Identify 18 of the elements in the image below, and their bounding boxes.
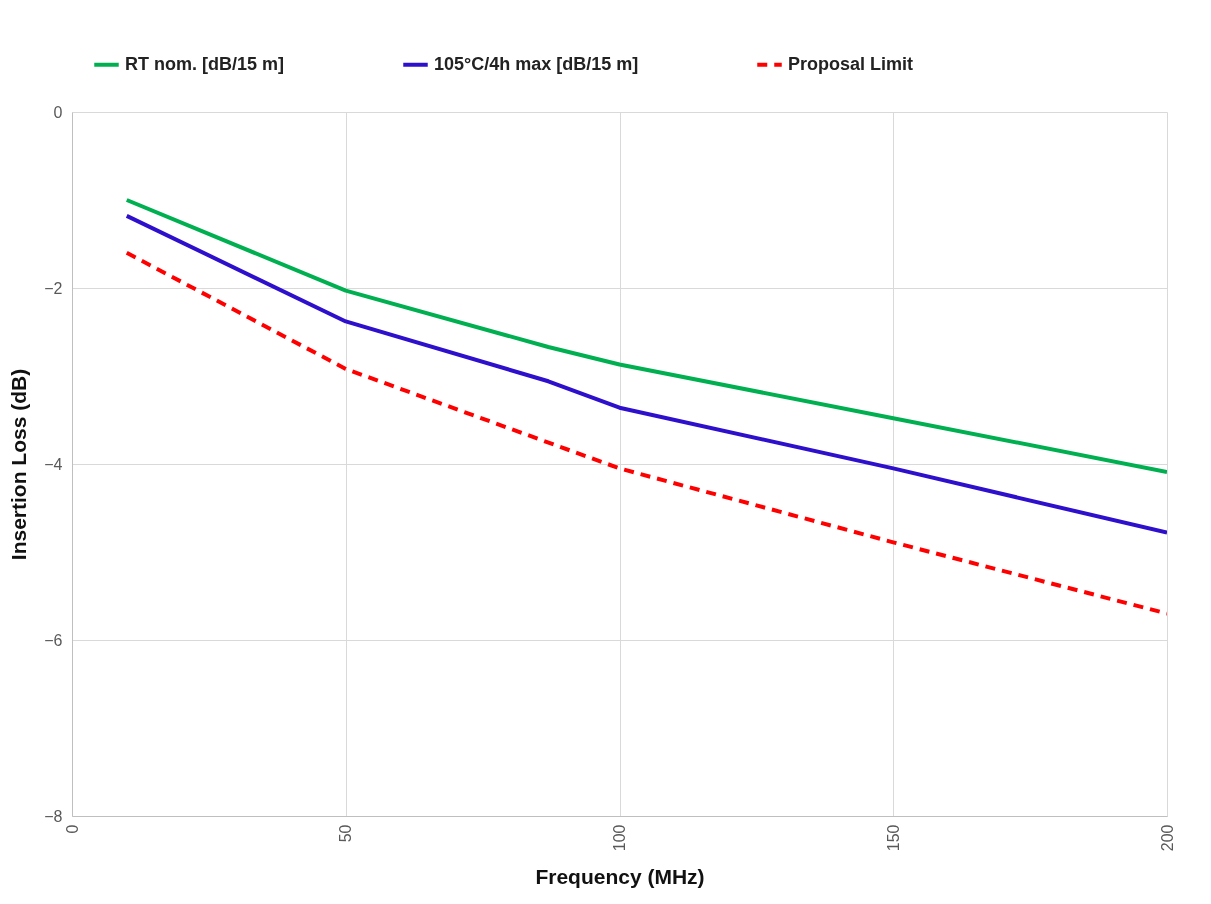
x-axis-title: Frequency (MHz) xyxy=(535,865,705,889)
x-tick-label: 0 xyxy=(63,824,81,834)
y-tick-label: −6 xyxy=(44,631,63,649)
y-tick-label: −2 xyxy=(44,279,63,297)
line-series xyxy=(124,198,1167,474)
legend-label: RT nom. [dB/15 m] xyxy=(125,53,285,74)
x-tick-label: 100 xyxy=(611,824,628,852)
legend-label: 105°C/4h max [dB/15 m] xyxy=(434,53,639,74)
x-tick-label: 200 xyxy=(1158,824,1176,852)
line-series xyxy=(124,250,1167,616)
legend-label: Proposal Limit xyxy=(788,53,914,74)
y-tick-label: −4 xyxy=(44,455,63,473)
x-tick-label: 150 xyxy=(884,824,902,852)
y-axis-title: Insertion Loss (dB) xyxy=(7,368,31,561)
line-series xyxy=(124,213,1167,535)
x-tick-label: 50 xyxy=(337,824,355,843)
y-tick-label: 0 xyxy=(53,103,63,121)
y-tick-label: −8 xyxy=(44,807,63,825)
